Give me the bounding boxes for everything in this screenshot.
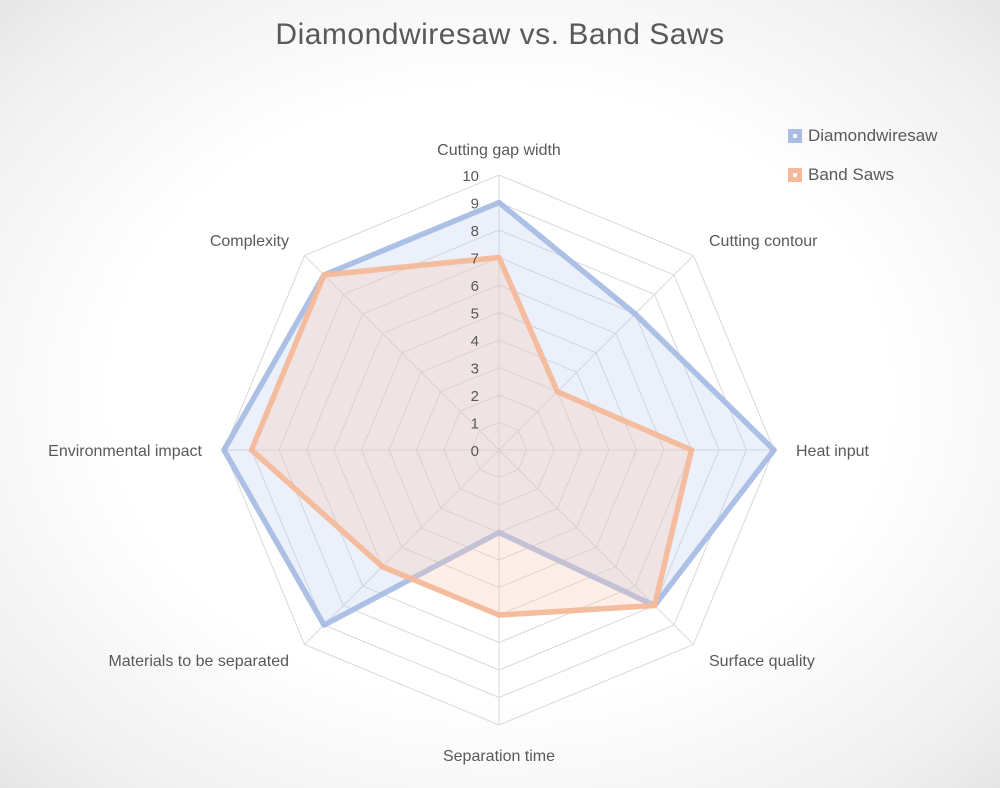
legend-label: Band Saws [808, 165, 894, 184]
axis-label: Cutting gap width [437, 142, 561, 159]
tick-label: 4 [471, 333, 479, 350]
axis-spoke [498, 255, 694, 451]
data-point[interactable] [496, 530, 502, 535]
legend: Diamondwiresaw Band Saws [788, 124, 937, 202]
legend-label: Diamondwiresaw [808, 126, 938, 145]
axis-label: Environmental impact [48, 443, 202, 460]
axis-spoke [304, 255, 500, 451]
legend-item-band-saws[interactable]: Band Saws [788, 163, 937, 187]
axis-label: Separation time [443, 748, 555, 765]
data-point[interactable] [321, 622, 327, 628]
axis-label: Heat input [796, 443, 869, 460]
grid [223, 174, 775, 726]
tick-label: 3 [471, 361, 479, 378]
legend-item-diamondwiresaw[interactable]: Diamondwiresaw [788, 124, 937, 148]
data-point[interactable] [496, 200, 502, 205]
tick-labels: 0 1 2 3 4 5 6 7 8 9 10 [462, 168, 479, 460]
data-point[interactable] [652, 603, 658, 609]
chart-title: Diamondwiresaw vs. Band Saws [275, 18, 725, 51]
axis-label: Materials to be separated [108, 653, 289, 670]
tick-label: 10 [462, 168, 479, 185]
data-point[interactable] [632, 311, 638, 317]
data-point[interactable] [379, 564, 385, 570]
data-point[interactable] [249, 447, 254, 453]
data-point[interactable] [321, 272, 327, 278]
axis-label: Complexity [210, 233, 289, 250]
tick-label: 7 [471, 251, 479, 268]
tick-label: 6 [471, 278, 479, 295]
data-point[interactable] [554, 389, 560, 395]
data-point[interactable] [689, 447, 694, 453]
axis-spoke [304, 449, 500, 645]
legend-swatch [788, 168, 802, 182]
tick-label: 2 [471, 388, 479, 405]
axis-spoke [498, 449, 694, 645]
tick-label: 0 [471, 443, 479, 460]
data-point[interactable] [221, 447, 227, 453]
axis-label: Cutting contour [709, 233, 818, 250]
series-layer [221, 199, 777, 628]
axis-labels: Cutting gap width Cutting contour Heat inp… [48, 142, 869, 765]
axis-label: Surface quality [709, 653, 815, 670]
data-point[interactable] [771, 447, 777, 453]
tick-label: 1 [471, 416, 479, 433]
legend-swatch [788, 129, 802, 143]
data-point[interactable] [496, 255, 502, 260]
tick-label: 5 [471, 306, 479, 323]
tick-label: 8 [471, 223, 479, 240]
tick-label: 9 [471, 196, 479, 213]
data-point[interactable] [496, 612, 502, 618]
